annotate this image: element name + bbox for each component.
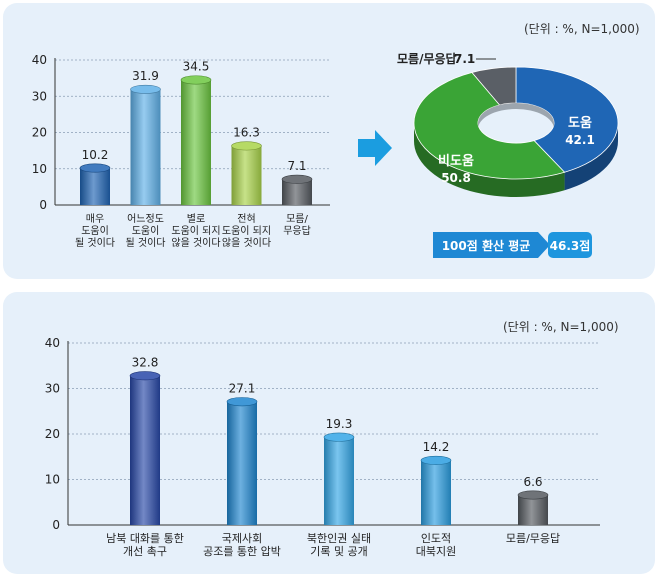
- y-tick-label: 40: [32, 53, 47, 67]
- bar-cap: [180, 75, 212, 85]
- bottom-unit-text: (단위 : %, N=1,000): [503, 320, 619, 334]
- category-label: 모름/무응답: [283, 213, 311, 237]
- category-label: 북한인권 실태 기록 및 공개: [307, 532, 371, 558]
- arrow-right-icon: [358, 130, 392, 166]
- top-bar-chart: 0 10 20 30 40 10.2 매우 도움이 될 것이다 31.9 어느정도 도움이 될 것이다 3…: [32, 53, 392, 249]
- summary-banner: [433, 232, 550, 258]
- category-label: 인도적 대북지원: [416, 532, 456, 558]
- slice-label: 비도움: [438, 153, 474, 169]
- y-tick-label: 0: [39, 198, 47, 212]
- bar-cap: [130, 84, 161, 94]
- bottom-panel: [3, 292, 655, 574]
- bar-value-label: 7.1: [287, 159, 306, 173]
- bar-value-label: 32.8: [132, 356, 159, 370]
- bar-cap: [231, 141, 262, 151]
- bar-value-label: 6.6: [523, 475, 542, 489]
- bar-cap: [517, 490, 549, 500]
- pie-unit-text: (단위 : %, N=1,000): [524, 22, 640, 36]
- bar: [227, 401, 257, 525]
- bar-value-label: 27.1: [229, 381, 256, 395]
- pie-slice-side: [414, 123, 565, 197]
- bottom-bar-chart: 0 10 20 30 40 32.8 남북 대화를 통한 개선 촉구 27.1 국제사회 공조를 통…: [45, 336, 600, 558]
- y-tick-label: 20: [45, 427, 60, 441]
- bar-value-label: 31.9: [132, 69, 159, 83]
- category-label: 어느정도 도움이 될 것이다: [126, 213, 166, 249]
- bar: [421, 460, 451, 525]
- slice-label: 도움: [568, 115, 592, 131]
- bar-value-label: 34.5: [183, 60, 210, 74]
- y-tick-label: 30: [45, 382, 60, 396]
- summary-value: 46.3점: [550, 238, 591, 253]
- bar: [130, 375, 160, 525]
- bar: [130, 89, 161, 205]
- bar: [324, 437, 354, 525]
- category-label: 별로 도움이 되지 않을 것이다: [171, 213, 220, 249]
- slice-value-label: 50.8: [441, 171, 471, 185]
- bar: [231, 145, 262, 205]
- bar: [181, 79, 211, 205]
- y-tick-label: 20: [32, 126, 47, 140]
- summary-value-box: [548, 232, 592, 258]
- bar-cap: [281, 174, 313, 184]
- summary-label: 100점 환산 평균: [442, 238, 531, 253]
- bar: [80, 168, 110, 205]
- bar: [518, 494, 548, 525]
- bar-value-label: 10.2: [82, 148, 109, 162]
- y-tick-label: 10: [45, 473, 60, 487]
- pie-slice: [413, 72, 566, 180]
- bar-value-label: 19.3: [326, 417, 353, 431]
- bar-cap: [129, 371, 161, 381]
- bar-cap: [420, 455, 452, 465]
- y-tick-label: 40: [45, 336, 60, 350]
- y-tick-label: 30: [32, 89, 47, 103]
- bar-cap: [79, 163, 111, 173]
- bar-cap: [226, 397, 258, 407]
- donut-hole-wall: [478, 103, 554, 129]
- slice-value-label: 42.1: [565, 133, 595, 147]
- category-label: 전혀 도움이 되지 않을 것이다: [222, 213, 271, 249]
- slice-value-label: 7.1: [454, 52, 475, 66]
- bar-value-label: 16.3: [233, 126, 260, 140]
- bar-cap: [323, 432, 355, 442]
- bar-value-label: 14.2: [423, 440, 450, 454]
- category-label: 매우 도움이 될 것이다: [75, 213, 115, 249]
- slice-label: 모름/무응답: [397, 51, 457, 66]
- y-tick-label: 0: [52, 518, 60, 532]
- y-tick-label: 10: [32, 162, 47, 176]
- pie-slice-side: [564, 123, 618, 191]
- category-label: 남북 대화를 통한 개선 촉구: [106, 532, 184, 558]
- category-label: 국제사회 공조를 통한 압박: [203, 532, 281, 558]
- category-label: 모름/무응답: [506, 532, 560, 545]
